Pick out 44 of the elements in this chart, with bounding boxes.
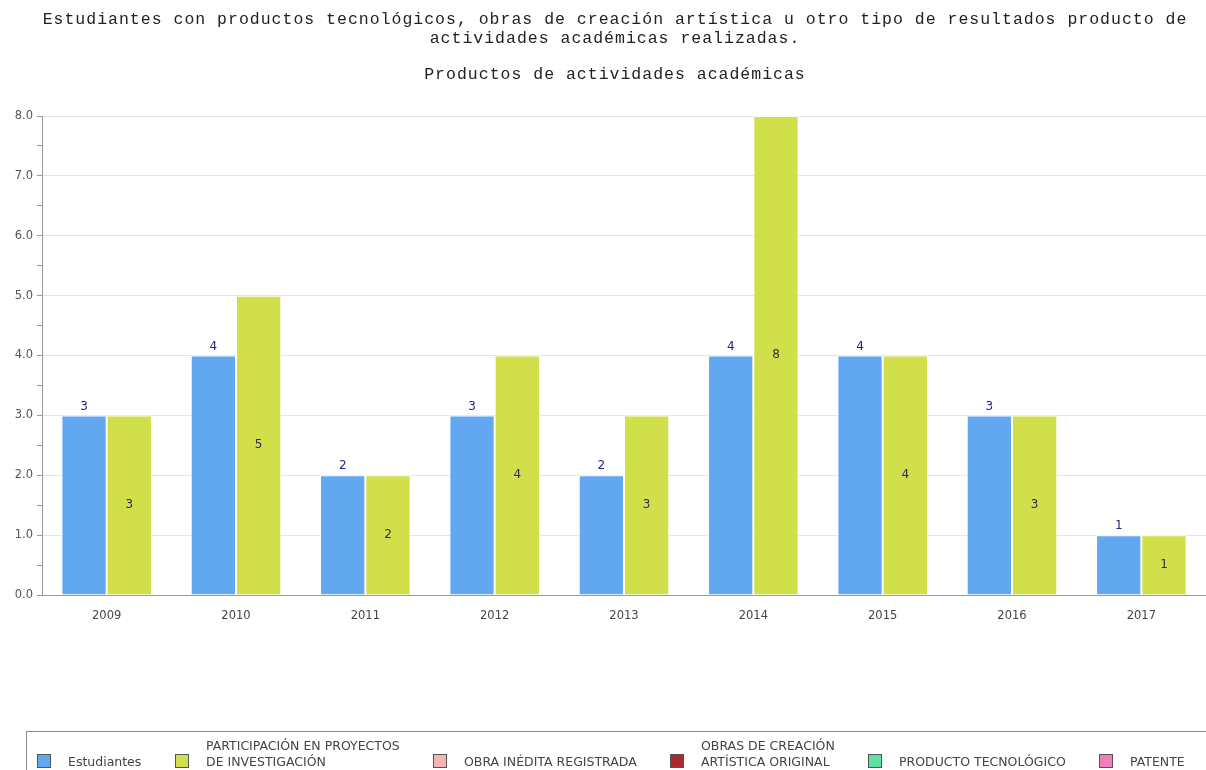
x-tick-label: 2015 [868, 607, 898, 622]
y-tick-label: 3.0 [14, 407, 33, 422]
data-label: 1 [1114, 518, 1123, 533]
data-label: 4 [901, 467, 910, 482]
x-tick-label: 2016 [997, 607, 1027, 622]
data-label: 8 [772, 347, 780, 362]
legend-label: OBRA INÉDITA REGISTRADA [464, 754, 638, 770]
x-tick-label: 2013 [609, 607, 639, 622]
data-label: 5 [254, 437, 263, 452]
y-tick-label: 6.0 [14, 227, 33, 242]
data-label: 2 [338, 458, 347, 473]
x-tick-label: 2009 [92, 607, 122, 622]
data-label: 3 [642, 497, 651, 512]
legend-label: PARTICIPACIÓN EN PROYECTOS DE INVESTIGACIÓN [206, 738, 401, 770]
data-label: 3 [468, 398, 476, 413]
y-tick-label: 8.0 [14, 107, 33, 122]
y-tick-label: 0.0 [14, 586, 33, 601]
legend-label: PATENTE [1130, 754, 1186, 770]
data-label: 3 [80, 398, 88, 413]
data-label: 3 [1030, 497, 1039, 512]
data-label: 4 [856, 338, 864, 353]
x-tick-label: 2011 [350, 607, 380, 622]
data-label: 4 [513, 467, 522, 482]
data-label: 3 [125, 497, 134, 512]
x-tick-label: 2017 [1126, 607, 1156, 622]
y-tick-label: 1.0 [14, 527, 33, 542]
data-label: 4 [726, 338, 735, 353]
legend-label: PRODUCTO TECNOLÓGICO [899, 754, 1067, 770]
y-tick-label: 2.0 [14, 467, 33, 482]
data-label: 3 [985, 398, 994, 413]
x-tick-label: 2010 [221, 607, 251, 622]
data-label: 1 [1160, 556, 1168, 571]
y-tick-label: 7.0 [14, 167, 33, 182]
legend-label: OBRAS DE CREACIÓN ARTÍSTICA ORIGINAL [701, 738, 836, 770]
chart-title: Estudiantes con productos tecnológicos, obras de creación artística u otro tipo de resultados producto de actividades académicas realizadas. [41, 10, 1189, 48]
legend-label: Estudiantes [68, 754, 143, 770]
x-tick-label: 2012 [480, 607, 510, 622]
x-tick-label: 2014 [738, 607, 768, 622]
data-label: 2 [384, 527, 392, 541]
chart-subtitle: Productos de actividades académicas [423, 65, 807, 84]
y-tick-label: 5.0 [14, 287, 33, 302]
data-label: 4 [209, 338, 218, 353]
data-label: 2 [597, 458, 606, 473]
y-tick-label: 4.0 [14, 347, 33, 362]
